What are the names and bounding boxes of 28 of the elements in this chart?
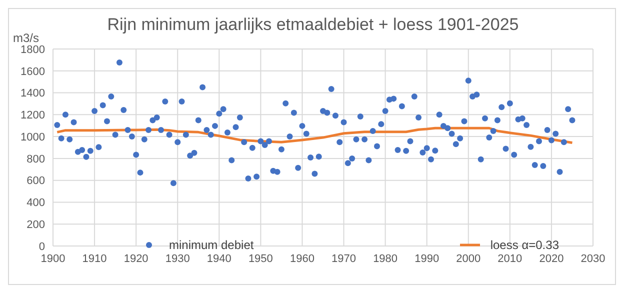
y-tick-label: 1600	[20, 66, 45, 78]
x-tick-label: 1950	[248, 252, 273, 265]
x-tick-label: 2020	[539, 252, 564, 265]
x-tick-label: 1900	[40, 252, 66, 265]
x-tick-label: 1990	[414, 252, 440, 265]
x-tick-label: 1980	[373, 252, 398, 265]
x-tick-label: 1970	[332, 252, 356, 265]
x-tick-label: 2000	[456, 252, 481, 265]
chart-title: Rijn minimum jaarlijks etmaaldebiet + loess 1901-2025	[107, 15, 519, 34]
x-tick-label: 2010	[498, 252, 522, 265]
x-tick-label: 1920	[124, 252, 148, 265]
y-tick-label: 1000	[20, 131, 45, 144]
legend-label: minimum debiet	[169, 238, 254, 252]
y-tick-label: 1400	[20, 88, 45, 100]
y-axis-title: m3/s	[13, 31, 40, 45]
x-tick-label: 1910	[82, 252, 107, 265]
y-tick-label: 1800	[20, 44, 45, 56]
y-tick-label: 0	[38, 240, 45, 253]
y-tick-label: 1200	[20, 110, 45, 122]
y-tick-label: 600	[26, 175, 45, 188]
x-tick-label: 1940	[206, 252, 232, 265]
y-tick-label: 200	[26, 219, 45, 232]
y-tick-label: 800	[26, 153, 45, 166]
x-tick-label: 1930	[165, 252, 190, 265]
y-tick-label: 400	[26, 197, 45, 210]
legend-label: loess α=0.33	[490, 238, 559, 252]
x-tick-label: 1960	[290, 252, 314, 265]
x-tick-label: 2030	[580, 252, 606, 265]
